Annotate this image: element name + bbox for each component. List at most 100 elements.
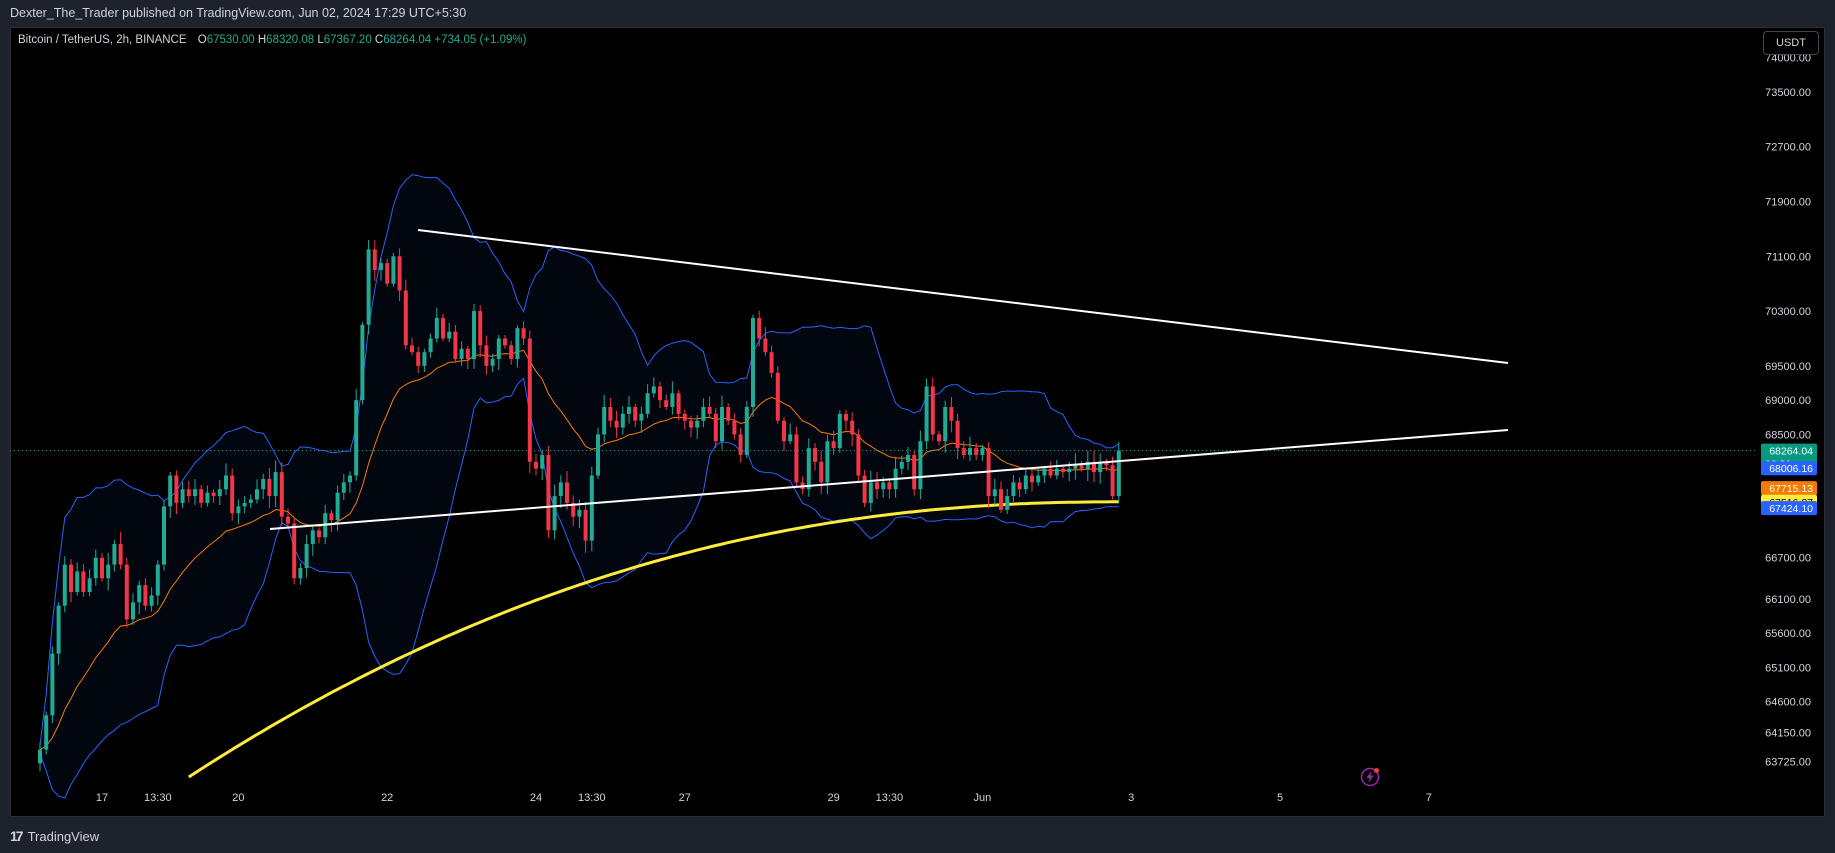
y-tick-label: 73500.00 [1765, 87, 1811, 99]
symbol-name[interactable]: Bitcoin / TetherUS, 2h, BINANCE [18, 34, 187, 46]
candle-body [713, 413, 718, 442]
candle-body [1023, 475, 1028, 490]
trendlines[interactable] [269, 229, 1509, 530]
candle-body [242, 502, 247, 507]
candle-body [955, 420, 960, 449]
candle-body [403, 290, 408, 346]
candle-body [360, 324, 365, 401]
bollinger-bands [39, 174, 1120, 799]
candle-body [980, 448, 985, 455]
candle-body [930, 386, 935, 435]
x-tick-label: 22 [381, 792, 393, 804]
high-value: 68320.08 [266, 34, 315, 46]
x-tick-label: 29 [827, 792, 839, 804]
lightning-alert-icon[interactable] [1360, 767, 1380, 787]
close-value: 68264.04 [383, 34, 432, 46]
tradingview-logo-icon: 17 [10, 828, 24, 844]
candle-body [503, 338, 507, 346]
candle-body [391, 256, 396, 284]
candle-body [261, 478, 266, 490]
candle-body [992, 489, 997, 497]
candle-body [453, 331, 458, 360]
candle-body [943, 407, 948, 442]
candle-body [949, 407, 954, 421]
x-axis[interactable]: 17 13:30 20 22 24 13:30 27 29 13:30 Jun 3 5 7 [96, 792, 1432, 804]
candle-body [844, 413, 848, 421]
candle-body [850, 420, 855, 435]
candle-body [292, 523, 297, 579]
candle-body [875, 482, 879, 490]
price-label-box [1761, 501, 1817, 516]
candle-body [825, 441, 830, 483]
candle-body [552, 496, 557, 531]
candle-body [1048, 468, 1053, 476]
candle-body [93, 557, 98, 579]
y-tick-label: 65100.00 [1765, 662, 1811, 674]
candle-body [1092, 461, 1096, 473]
chart-frame[interactable] [10, 27, 1825, 817]
candle-body [614, 420, 619, 428]
price-label-box [1761, 481, 1817, 496]
candle-body [317, 530, 321, 538]
candle-body [682, 413, 687, 421]
candle-body [224, 475, 228, 490]
candle-body [1036, 475, 1041, 483]
candle-body [689, 420, 693, 428]
y-axis[interactable]: 74000.00 73500.00 72700.00 71900.00 71100.00… [1765, 53, 1811, 769]
publisher-line: Dexter_The_Trader published on TradingVi… [10, 6, 467, 20]
candle-body [62, 564, 67, 606]
open-value: 67530.00 [206, 34, 255, 46]
candle-body [806, 448, 811, 490]
candle-body [540, 454, 545, 469]
candle-body [583, 509, 588, 541]
x-tick-label: 3 [1128, 792, 1134, 804]
y-tick-label: 71100.00 [1766, 251, 1811, 263]
candle-body [999, 489, 1003, 510]
candle-body [465, 348, 470, 360]
high-label: H [257, 34, 267, 46]
candle-body [1067, 468, 1072, 473]
candle-body [918, 441, 923, 490]
candle-body [1030, 475, 1034, 483]
y-tick-label: 66100.00 [1765, 594, 1811, 606]
x-tick-label: 24 [530, 792, 542, 804]
candle-body [56, 605, 61, 654]
candle-body [521, 328, 526, 339]
candle-body [329, 513, 334, 521]
trendline-lower [269, 429, 1509, 530]
candle-body [106, 564, 111, 579]
bollinger-lower-line [39, 377, 1119, 799]
candle-body [751, 317, 755, 407]
candle-body [775, 372, 780, 421]
price-label-text: 67424.10 [1769, 503, 1813, 515]
candle-body [924, 386, 929, 442]
candle-body [1042, 468, 1047, 476]
candle-body [1079, 465, 1084, 469]
candle-body [304, 544, 309, 569]
price-label-text: 68264.04 [1769, 446, 1813, 458]
candle-body [558, 482, 563, 497]
candle-body [645, 393, 650, 414]
candle-body [1098, 461, 1103, 473]
candle-body [137, 585, 142, 603]
candle-body [1017, 482, 1022, 490]
currency-button[interactable]: USDT [1763, 31, 1819, 55]
candle-body [788, 434, 793, 442]
candle-body [490, 359, 495, 366]
y-tick-label: 63725.00 [1765, 757, 1811, 769]
candle-body [813, 448, 817, 462]
candle-body [38, 749, 42, 764]
candle-body [1104, 461, 1109, 466]
price-chart[interactable]: 74000.00 73500.00 72700.00 71900.00 71100.00… [10, 27, 1825, 817]
candle-body [131, 602, 135, 620]
candle-body [162, 506, 166, 565]
change-value: +734.05 (+1.09%) [434, 34, 527, 46]
candle-body [738, 434, 743, 455]
price-label-box [1761, 461, 1817, 476]
candle-body [515, 328, 520, 360]
candle-body [348, 475, 352, 483]
candle-body [472, 311, 476, 360]
candle-body [726, 407, 731, 421]
tradingview-logo[interactable]: 17 TradingView [10, 828, 99, 844]
candle-body [205, 492, 210, 503]
